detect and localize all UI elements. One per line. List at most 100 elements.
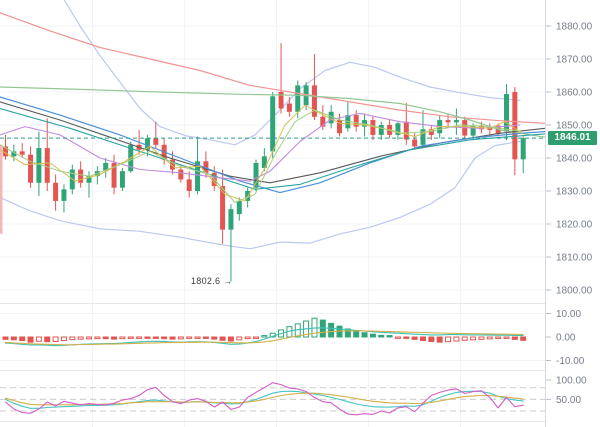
axis-tick-label: 1820.00 [556,220,593,231]
candle-body [395,123,401,135]
axis-tick-label: 10.00 [556,309,581,320]
candle-body [61,189,67,201]
macd-histogram-bar [86,336,92,340]
macd-histogram-bar [353,330,360,338]
macd-histogram-bar [194,336,201,339]
macd-histogram-bar [152,336,159,339]
candle-body [261,156,267,168]
macd-histogram-bar [2,336,9,340]
blue-ma [0,96,546,194]
axis-tick-label: 100.00 [556,376,587,387]
macd-histogram-bar [511,336,518,340]
macd-histogram-bar [328,322,335,338]
macd-histogram-bar [10,336,17,341]
macd-histogram-bar [261,335,268,338]
axis-tick-label: 50.00 [556,395,581,406]
candle-body [236,200,242,215]
candle-body [253,162,259,188]
bollinger-upper-band [63,0,521,146]
candle-body [203,161,209,173]
candle-body [178,169,184,180]
candle-body [270,96,276,152]
macd-histogram-bar [186,336,193,339]
yellow-fast-ma [0,104,523,202]
candle-body [44,148,50,183]
candle-body [78,169,84,183]
candle-body [320,116,326,127]
macd-histogram-bar [495,336,502,339]
candle-body [362,120,368,127]
oscillator-teal-line [4,390,524,409]
axis-tick-label: 1830.00 [556,187,593,198]
candle-body [103,162,109,172]
candle-body [3,146,8,157]
macd-histogram-bar [244,336,251,340]
macd-histogram-bar [319,319,326,338]
macd-histogram-bar [520,336,527,341]
macd-histogram-bar [436,336,443,343]
candle-body [170,159,175,170]
macd-histogram-bar [119,336,126,340]
macd-histogram-bar [236,336,243,341]
green-slow-ma [0,86,546,138]
macd-histogram-bar [461,336,468,341]
macd-histogram-bar [403,336,410,339]
macd-histogram-bar [453,336,460,342]
candle-body [278,92,284,109]
macd-histogram-bar [127,336,134,339]
candle-body [470,125,476,136]
clipped-candle [0,144,3,234]
macd-histogram-bar [52,336,59,342]
candle-body [36,148,42,183]
macd-histogram-bar [478,336,485,340]
candle-body [445,120,451,123]
candle-body [186,179,192,191]
candle-body [420,129,426,145]
macd-histogram-bar [428,336,435,342]
candle-body [28,154,34,183]
macd-histogram-bar [44,336,51,343]
candle-body [328,111,334,124]
macd-histogram-bar [77,336,84,340]
candle-body [195,161,201,191]
axis-tick-label: 1870.00 [556,55,593,66]
candle-body [220,186,226,230]
price-annotation: 1802.6 → [191,276,233,286]
candle-body [53,182,59,201]
candle-body [111,162,117,188]
oscillator-magenta-line [4,382,524,416]
macd-histogram-bar [35,336,42,342]
teal-ma [0,107,546,190]
macd-histogram-bar [19,336,26,342]
axis-tick-label: 1880.00 [556,22,593,33]
macd-histogram-bar [411,336,418,340]
red-ma [0,12,546,124]
candle-body [86,176,92,183]
macd-yellow-line [4,330,524,346]
macd-histogram-bar [369,333,376,338]
macd-histogram-bar [361,332,368,338]
candle-body [337,120,342,134]
macd-histogram-bar [445,336,452,343]
macd-histogram-bar [420,336,426,342]
macd-histogram-bar [211,336,218,340]
candle-body [311,85,317,117]
axis-tick-label: 1840.00 [556,154,593,165]
candle-body [153,138,159,145]
candle-body [353,115,359,127]
candle-body [119,171,125,188]
macd-histogram-bar [219,336,226,341]
candle-body [453,120,459,123]
axis-tick-label: 1860.00 [556,88,593,99]
candle-body [378,125,384,135]
macd-histogram-bar [27,336,34,343]
candle-body [19,151,25,155]
macd-histogram-bar [344,328,351,338]
candle-body [228,209,234,230]
macd-histogram-bar [111,336,118,340]
axis-tick-label: 1800.00 [556,286,593,297]
macd-histogram-bar [253,336,259,339]
macd-histogram-bar [69,336,76,341]
